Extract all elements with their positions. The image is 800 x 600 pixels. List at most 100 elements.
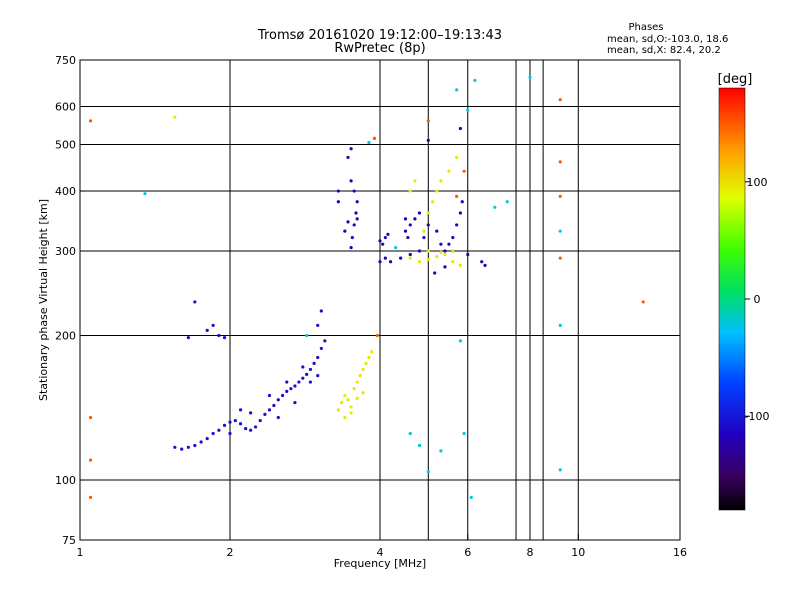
data-point bbox=[293, 384, 297, 388]
data-point bbox=[352, 223, 356, 227]
data-point bbox=[228, 420, 232, 424]
data-point bbox=[193, 443, 197, 448]
data-point bbox=[435, 189, 439, 193]
data-point bbox=[455, 88, 459, 92]
data-point bbox=[173, 445, 177, 449]
data-point bbox=[323, 339, 327, 343]
colorbar-tick-label: 0 bbox=[754, 293, 761, 306]
data-point bbox=[263, 412, 267, 417]
data-point bbox=[217, 428, 221, 432]
data-point bbox=[408, 256, 412, 260]
data-point bbox=[558, 98, 562, 102]
data-point bbox=[253, 425, 258, 429]
data-point bbox=[426, 470, 430, 474]
data-point bbox=[249, 428, 253, 432]
x-tick-label: 8 bbox=[527, 546, 534, 559]
data-point bbox=[336, 408, 340, 412]
data-point bbox=[355, 380, 359, 384]
data-point bbox=[308, 380, 313, 384]
data-point bbox=[372, 136, 377, 140]
data-point bbox=[422, 229, 426, 233]
colorbar-tick-label: -100 bbox=[745, 410, 770, 423]
data-point bbox=[346, 220, 350, 224]
data-point bbox=[88, 495, 93, 500]
data-point bbox=[233, 418, 237, 423]
x-tick-label: 2 bbox=[227, 546, 234, 559]
data-point bbox=[349, 245, 353, 250]
data-point bbox=[455, 155, 459, 160]
data-point bbox=[293, 400, 297, 405]
data-point bbox=[355, 396, 359, 400]
data-point bbox=[228, 431, 232, 436]
data-point bbox=[343, 393, 347, 398]
data-point bbox=[466, 108, 470, 112]
data-point bbox=[413, 217, 417, 221]
data-point bbox=[346, 155, 350, 160]
data-point bbox=[403, 229, 408, 233]
phase-stats-heading: Phases bbox=[628, 22, 663, 33]
x-tick-label: 6 bbox=[464, 546, 471, 559]
data-point bbox=[340, 400, 344, 405]
data-point bbox=[426, 138, 430, 142]
data-point bbox=[350, 235, 354, 240]
data-point bbox=[355, 217, 359, 221]
data-point bbox=[349, 411, 353, 415]
data-point bbox=[413, 179, 417, 183]
data-point bbox=[383, 256, 387, 260]
y-tick-label: 600 bbox=[55, 101, 76, 114]
data-point bbox=[426, 257, 430, 262]
data-point bbox=[408, 431, 412, 436]
data-point bbox=[383, 235, 387, 240]
data-point bbox=[451, 260, 455, 264]
data-point bbox=[447, 242, 451, 246]
data-point bbox=[462, 431, 466, 436]
phase-stats-o: mean, sd,O:-103.0, 18.6 bbox=[607, 34, 728, 45]
data-point bbox=[301, 365, 305, 369]
data-point bbox=[312, 361, 316, 365]
data-point bbox=[558, 256, 562, 260]
data-point bbox=[375, 333, 379, 338]
data-point bbox=[381, 242, 385, 246]
data-point bbox=[455, 194, 459, 198]
x-tick-label: 10 bbox=[571, 546, 585, 559]
data-point bbox=[558, 323, 562, 327]
data-point bbox=[173, 115, 177, 119]
data-point bbox=[399, 256, 403, 260]
data-point bbox=[558, 194, 562, 198]
data-point bbox=[180, 447, 184, 451]
data-point bbox=[386, 232, 390, 236]
y-tick-label: 100 bbox=[55, 474, 76, 487]
data-point bbox=[430, 200, 435, 204]
data-point bbox=[349, 147, 353, 151]
data-point bbox=[458, 263, 463, 267]
data-point bbox=[458, 211, 463, 215]
data-point bbox=[378, 260, 382, 264]
data-point bbox=[483, 263, 487, 267]
data-point bbox=[641, 300, 645, 304]
data-point bbox=[505, 200, 509, 204]
data-point bbox=[558, 229, 562, 233]
data-point bbox=[88, 119, 93, 123]
data-point bbox=[458, 126, 463, 131]
data-point bbox=[433, 271, 437, 275]
data-point bbox=[305, 372, 309, 376]
chart-title: Tromsø 20161020 19:12:00–19:13:43 bbox=[257, 28, 502, 43]
data-point bbox=[558, 468, 562, 472]
data-point bbox=[352, 387, 356, 391]
data-point bbox=[378, 239, 382, 243]
data-point bbox=[267, 393, 272, 398]
data-point bbox=[447, 169, 451, 173]
data-point bbox=[280, 393, 285, 398]
data-point bbox=[352, 189, 356, 193]
data-point bbox=[408, 252, 412, 257]
data-point bbox=[193, 300, 197, 304]
y-tick-label: 750 bbox=[55, 54, 76, 67]
data-point bbox=[417, 443, 422, 448]
data-point bbox=[305, 333, 309, 338]
data-point bbox=[417, 260, 422, 264]
data-point bbox=[426, 211, 430, 215]
data-point bbox=[211, 431, 215, 436]
data-point bbox=[388, 260, 393, 264]
data-point bbox=[439, 242, 443, 246]
data-point bbox=[289, 387, 293, 391]
